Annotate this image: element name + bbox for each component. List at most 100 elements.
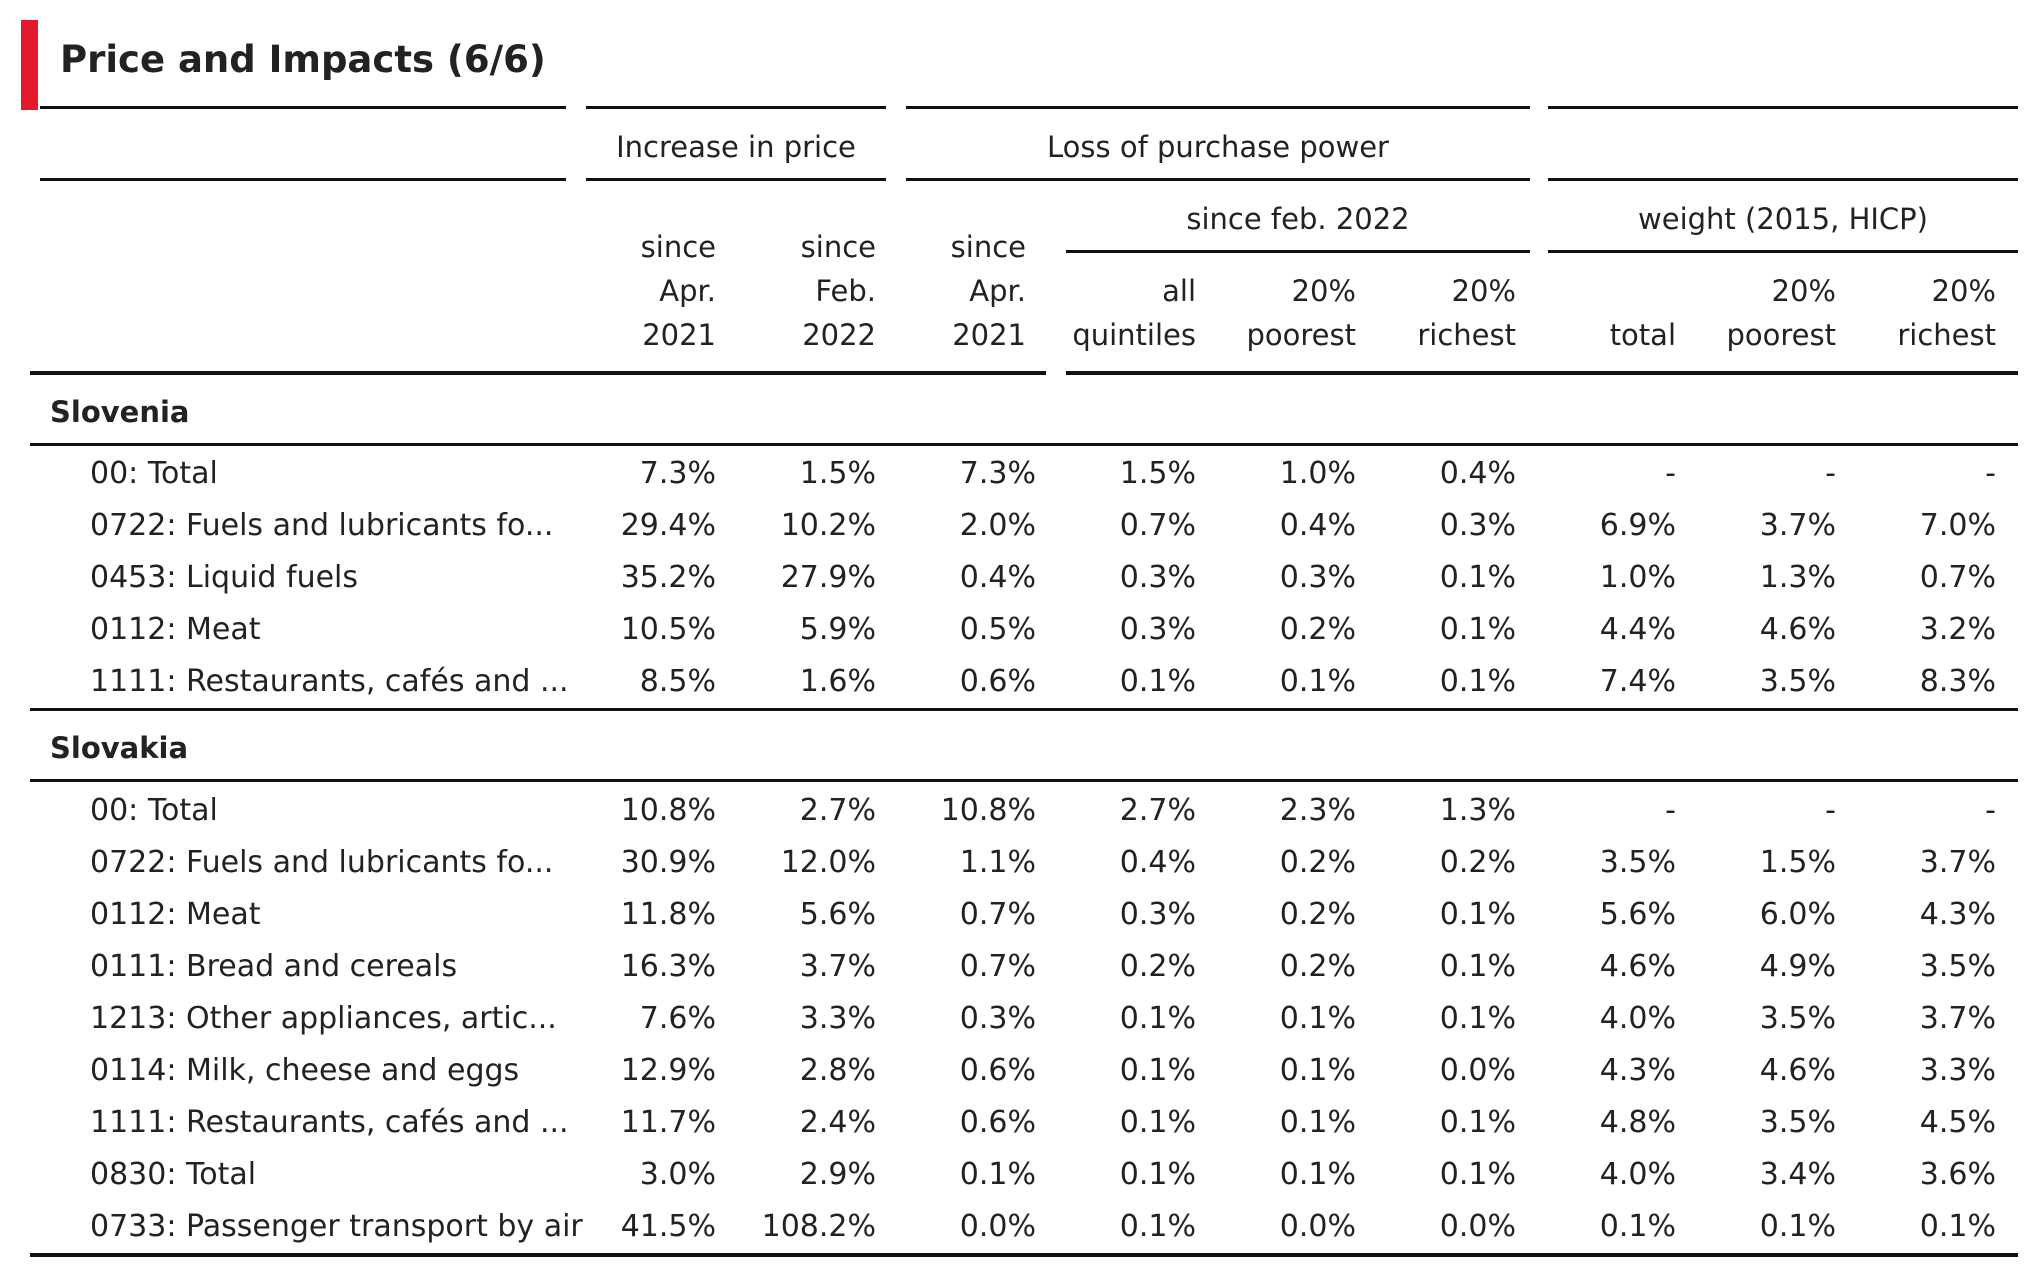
cell-loss-20-richest: 0.0% [1439, 1209, 1516, 1244]
cell-increase-since-apr-2021: 7.3% [639, 456, 716, 491]
cell-loss-since-apr-2021: 0.6% [959, 664, 1036, 699]
table-row: 0111: Bread and cereals 16.3% 3.7% 0.7% … [0, 941, 2036, 993]
cell-loss-20-richest: 0.1% [1439, 560, 1516, 595]
cell-weight-total: 4.0% [1599, 1001, 1676, 1036]
cell-weight-20-poorest: 1.5% [1759, 845, 1836, 880]
cell-increase-since-apr-2021: 10.8% [620, 793, 716, 828]
cell-loss-20-richest: 0.0% [1439, 1053, 1516, 1088]
cell-loss-20-richest: 0.1% [1439, 949, 1516, 984]
header-increase-in-price: Increase in price [616, 130, 856, 164]
header-loss-of-purchase-power: Loss of purchase power [1047, 130, 1389, 164]
cell-increase-since-apr-2021: 16.3% [620, 949, 716, 984]
rule-level2-weight [1548, 178, 2018, 181]
rule-header-bottom-right [1066, 371, 2018, 375]
cell-loss-since-apr-2021: 0.3% [959, 1001, 1036, 1036]
cell-loss-20-richest: 0.1% [1439, 1105, 1516, 1140]
cell-weight-20-poorest: 1.3% [1759, 560, 1836, 595]
cell-weight-20-richest: 3.5% [1919, 949, 1996, 984]
cell-weight-total: - [1665, 456, 1676, 491]
cell-loss-all-quintiles: 0.3% [1119, 612, 1196, 647]
rule-header-bottom-left [30, 371, 1046, 375]
col-header-20-poorest-loss: 20% poorest [1246, 274, 1356, 352]
cell-increase-since-feb-2022: 1.5% [799, 456, 876, 491]
cell-loss-20-poorest: 0.2% [1279, 949, 1356, 984]
cell-weight-20-richest: 3.6% [1919, 1157, 1996, 1192]
cell-weight-20-poorest: 4.6% [1759, 612, 1836, 647]
cell-loss-all-quintiles: 0.1% [1119, 1157, 1196, 1192]
cell-loss-20-poorest: 0.4% [1279, 508, 1356, 543]
row-label: 00: Total [90, 793, 218, 828]
col-header-since-apr-2021-increase: since Apr. 2021 [640, 230, 716, 352]
row-label: 0722: Fuels and lubricants fo... [90, 508, 554, 543]
cell-weight-total: 4.6% [1599, 949, 1676, 984]
table-row: 0722: Fuels and lubricants fo... 30.9% 1… [0, 837, 2036, 889]
cell-loss-20-poorest: 0.2% [1279, 897, 1356, 932]
cell-increase-since-apr-2021: 11.8% [620, 897, 716, 932]
cell-weight-20-richest: 0.1% [1919, 1209, 1996, 1244]
cell-weight-total: 6.9% [1599, 508, 1676, 543]
cell-increase-since-feb-2022: 2.4% [799, 1105, 876, 1140]
cell-loss-20-poorest: 1.0% [1279, 456, 1356, 491]
cell-loss-since-apr-2021: 2.0% [959, 508, 1036, 543]
cell-weight-20-richest: 3.7% [1919, 1001, 1996, 1036]
cell-loss-since-apr-2021: 0.0% [959, 1209, 1036, 1244]
cell-loss-all-quintiles: 0.1% [1119, 1209, 1196, 1244]
col-header-since-feb-2022-increase: since Feb. 2022 [800, 230, 876, 352]
cell-loss-all-quintiles: 1.5% [1119, 456, 1196, 491]
cell-weight-20-poorest: - [1825, 456, 1836, 491]
cell-increase-since-apr-2021: 35.2% [620, 560, 716, 595]
cell-loss-20-poorest: 0.2% [1279, 612, 1356, 647]
row-label: 0722: Fuels and lubricants fo... [90, 845, 554, 880]
cell-loss-all-quintiles: 0.7% [1119, 508, 1196, 543]
row-label: 0111: Bread and cereals [90, 949, 458, 984]
table-row: 1213: Other appliances, artic... 7.6% 3.… [0, 993, 2036, 1045]
cell-loss-all-quintiles: 0.2% [1119, 949, 1196, 984]
cell-weight-20-poorest: 6.0% [1759, 897, 1836, 932]
cell-weight-20-poorest: - [1825, 793, 1836, 828]
cell-weight-total: 4.3% [1599, 1053, 1676, 1088]
cell-loss-20-richest: 0.1% [1439, 664, 1516, 699]
cell-loss-20-poorest: 0.1% [1279, 664, 1356, 699]
cell-loss-all-quintiles: 0.3% [1119, 560, 1196, 595]
cell-increase-since-apr-2021: 7.6% [639, 1001, 716, 1036]
cell-loss-since-apr-2021: 7.3% [959, 456, 1036, 491]
cell-weight-total: 0.1% [1599, 1209, 1676, 1244]
cell-weight-20-poorest: 3.5% [1759, 664, 1836, 699]
cell-loss-20-poorest: 0.3% [1279, 560, 1356, 595]
cell-increase-since-apr-2021: 29.4% [620, 508, 716, 543]
cell-weight-20-richest: 4.5% [1919, 1105, 1996, 1140]
cell-increase-since-feb-2022: 5.9% [799, 612, 876, 647]
cell-loss-since-apr-2021: 0.7% [959, 949, 1036, 984]
row-label: 0114: Milk, cheese and eggs [90, 1053, 520, 1088]
cell-loss-20-poorest: 0.0% [1279, 1209, 1356, 1244]
cell-weight-total: 4.8% [1599, 1105, 1676, 1140]
cell-loss-all-quintiles: 0.1% [1119, 1105, 1196, 1140]
cell-weight-20-richest: 4.3% [1919, 897, 1996, 932]
cell-weight-20-poorest: 4.6% [1759, 1053, 1836, 1088]
cell-loss-all-quintiles: 2.7% [1119, 793, 1196, 828]
table-row: 1111: Restaurants, cafés and ... 11.7% 2… [0, 1097, 2036, 1149]
cell-weight-total: - [1665, 793, 1676, 828]
cell-increase-since-apr-2021: 10.5% [620, 612, 716, 647]
cell-loss-20-poorest: 0.2% [1279, 845, 1356, 880]
col-header-20-richest-loss: 20% richest [1417, 274, 1516, 352]
table-row: 1111: Restaurants, cafés and ... 8.5% 1.… [0, 656, 2036, 708]
header-weight: weight (2015, HICP) [1638, 202, 1928, 236]
page-title: Price and Impacts (6/6) [60, 38, 546, 81]
cell-loss-since-apr-2021: 0.7% [959, 897, 1036, 932]
row-label: 1111: Restaurants, cafés and ... [90, 1105, 569, 1140]
cell-loss-20-richest: 0.1% [1439, 1001, 1516, 1036]
cell-weight-20-richest: 3.3% [1919, 1053, 1996, 1088]
cell-weight-20-richest: 3.7% [1919, 845, 1996, 880]
rule-group-slovenia [30, 443, 2018, 446]
table-row: 0733: Passenger transport by air 41.5% 1… [0, 1201, 2036, 1253]
group-heading-slovakia: Slovakia [50, 731, 189, 765]
cell-increase-since-feb-2022: 10.2% [780, 508, 876, 543]
cell-increase-since-apr-2021: 12.9% [620, 1053, 716, 1088]
cell-loss-since-apr-2021: 0.1% [959, 1157, 1036, 1192]
cell-loss-all-quintiles: 0.4% [1119, 845, 1196, 880]
cell-increase-since-apr-2021: 8.5% [639, 664, 716, 699]
table-row: 0722: Fuels and lubricants fo... 29.4% 1… [0, 500, 2036, 552]
cell-increase-since-apr-2021: 41.5% [620, 1209, 716, 1244]
col-header-weight-total: total [1609, 318, 1676, 352]
